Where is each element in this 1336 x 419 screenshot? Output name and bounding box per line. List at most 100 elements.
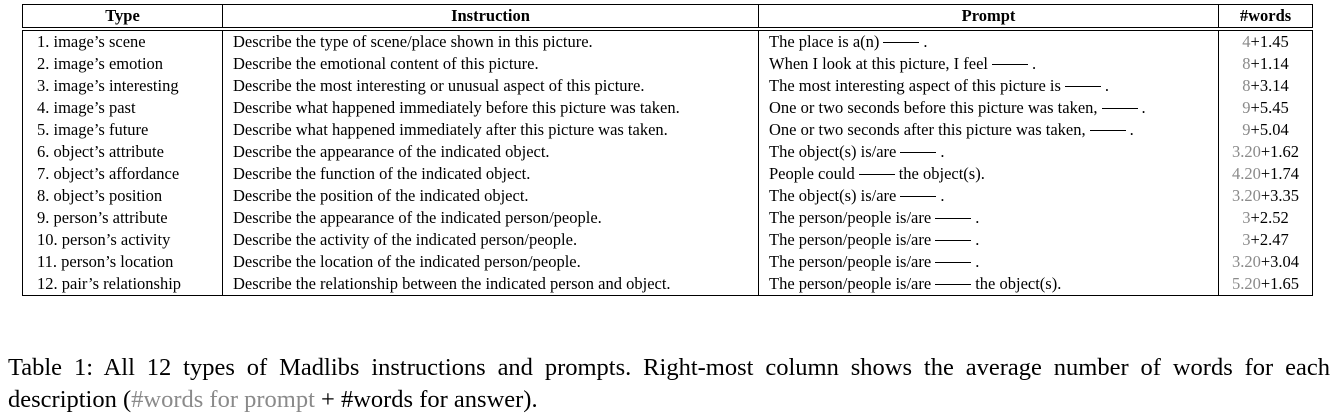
type-text: 1. image’s scene	[37, 32, 146, 51]
instruction-text: Describe the appearance of the indicated…	[233, 208, 602, 227]
prompt-blank	[935, 240, 972, 241]
prompt-after: .	[923, 32, 928, 51]
prompt-before: One or two seconds before this picture w…	[769, 98, 1098, 117]
words-answer: +1.65	[1260, 274, 1300, 293]
prompt-before: The object(s) is/are	[769, 142, 897, 161]
type-text: 6. object’s attribute	[37, 142, 164, 161]
table-row: 5. image’s future Describe what happened …	[22, 119, 1313, 141]
instruction-text: Describe what happened immediately after…	[233, 120, 668, 139]
words-prompt: 3	[1242, 230, 1251, 249]
instruction-text: Describe the most interesting or unusual…	[233, 76, 645, 95]
type-text: 3. image’s interesting	[37, 76, 179, 95]
cell-words: 5.20+1.65	[1218, 273, 1313, 296]
cell-instruction: Describe the relationship between the in…	[222, 273, 759, 296]
cell-words: 4+1.45	[1218, 27, 1313, 53]
type-text: 2. image’s emotion	[37, 54, 164, 73]
prompt-after: .	[1032, 54, 1037, 73]
table-row: 3. image’s interesting Describe the most …	[22, 75, 1313, 97]
header-words: #words	[1218, 4, 1313, 30]
cell-instruction: Describe the appearance of the indicated…	[222, 207, 759, 229]
cell-words: 8+1.14	[1218, 53, 1313, 75]
words-answer: +1.45	[1250, 32, 1289, 51]
cell-type: 8. object’s position	[22, 185, 223, 207]
prompt-before: The place is a(n)	[769, 32, 880, 51]
instruction-text: Describe the emotional content of this p…	[233, 54, 539, 73]
prompt-blank	[900, 196, 937, 197]
cell-prompt: The most interesting aspect of this pict…	[758, 75, 1219, 97]
words-answer: +3.35	[1260, 186, 1300, 205]
type-text: 10. person’s activity	[37, 230, 171, 249]
cell-prompt: The object(s) is/are.	[758, 141, 1219, 163]
cell-instruction: Describe the appearance of the indicated…	[222, 141, 759, 163]
instruction-text: Describe the location of the indicated p…	[233, 252, 581, 271]
prompt-blank	[900, 152, 937, 153]
prompt-blank	[858, 174, 895, 175]
prompt-after: the object(s).	[975, 274, 1062, 293]
cell-prompt: The person/people is/are.	[758, 251, 1219, 273]
prompt-after: .	[940, 142, 945, 161]
prompt-after: .	[975, 230, 980, 249]
words-answer: +1.62	[1260, 142, 1300, 161]
cell-prompt: When I look at this picture, I feel.	[758, 53, 1219, 75]
words-prompt: 9	[1242, 120, 1251, 139]
prompt-blank	[935, 284, 972, 285]
prompt-before: One or two seconds after this picture wa…	[769, 120, 1086, 139]
table-row: 12. pair’s relationship Describe the rela…	[22, 273, 1313, 296]
table-row: 1. image’s scene Describe the type of sce…	[22, 27, 1313, 53]
cell-instruction: Describe the emotional content of this p…	[222, 53, 759, 75]
cell-words: 8+3.14	[1218, 75, 1313, 97]
caption-main: Table 1: All 12 types of Madlibs instruc…	[8, 354, 1330, 413]
prompt-before: When I look at this picture, I feel	[769, 54, 989, 73]
prompt-blank	[935, 218, 972, 219]
instruction-text: Describe the appearance of the indicated…	[233, 142, 550, 161]
words-prompt: 3.20	[1231, 186, 1261, 205]
words-answer: +3.14	[1250, 76, 1289, 95]
words-prompt: 3.20	[1231, 142, 1261, 161]
cell-type: 7. object’s affordance	[22, 163, 223, 185]
prompt-after: the object(s).	[898, 164, 985, 183]
type-text: 9. person’s attribute	[37, 208, 168, 227]
prompt-after: .	[1141, 98, 1146, 117]
table-row: 2. image’s emotion Describe the emotional…	[22, 53, 1313, 75]
words-prompt: 8	[1242, 54, 1251, 73]
prompt-before: The person/people is/are	[769, 274, 932, 293]
prompt-blank	[1064, 86, 1101, 87]
cell-type: 6. object’s attribute	[22, 141, 223, 163]
cell-type: 5. image’s future	[22, 119, 223, 141]
caption-tail: + #words for answer).	[314, 386, 538, 413]
table-header-row: Type Instruction Prompt #words	[22, 4, 1313, 30]
table-row: 8. object’s position Describe the positio…	[22, 185, 1313, 207]
cell-prompt: One or two seconds after this picture wa…	[758, 119, 1219, 141]
caption-gray: #words for prompt	[131, 386, 315, 413]
words-prompt: 8	[1242, 76, 1251, 95]
words-answer: +2.52	[1250, 208, 1289, 227]
words-prompt: 4.20	[1231, 164, 1261, 183]
cell-words: 3+2.47	[1218, 229, 1313, 251]
prompt-after: .	[975, 252, 980, 271]
instruction-text: Describe what happened immediately befor…	[233, 98, 680, 117]
cell-prompt: The person/people is/are the object(s).	[758, 273, 1219, 296]
prompt-after: .	[1129, 120, 1134, 139]
cell-instruction: Describe what happened immediately befor…	[222, 97, 759, 119]
table-caption: Table 1: All 12 types of Madlibs instruc…	[8, 352, 1330, 416]
instruction-text: Describe the type of scene/place shown i…	[233, 32, 593, 51]
table-row: 10. person’s activity Describe the activi…	[22, 229, 1313, 251]
prompt-before: The person/people is/are	[769, 252, 932, 271]
words-answer: +5.45	[1250, 98, 1289, 117]
prompt-blank	[1089, 130, 1126, 131]
cell-words: 3.20+3.04	[1218, 251, 1313, 273]
header-type: Type	[22, 4, 223, 30]
cell-words: 3.20+1.62	[1218, 141, 1313, 163]
header-prompt: Prompt	[758, 4, 1219, 30]
words-prompt: 9	[1242, 98, 1251, 117]
words-prompt: 3.20	[1231, 252, 1261, 271]
cell-instruction: Describe the position of the indicated o…	[222, 185, 759, 207]
cell-prompt: The person/people is/are.	[758, 229, 1219, 251]
type-text: 4. image’s past	[37, 98, 136, 117]
prompt-blank	[1101, 108, 1138, 109]
cell-instruction: Describe the function of the indicated o…	[222, 163, 759, 185]
prompt-before: The object(s) is/are	[769, 186, 897, 205]
table: Type Instruction Prompt #words 1. image’…	[22, 4, 1313, 296]
prompt-blank	[992, 64, 1029, 65]
cell-instruction: Describe what happened immediately after…	[222, 119, 759, 141]
